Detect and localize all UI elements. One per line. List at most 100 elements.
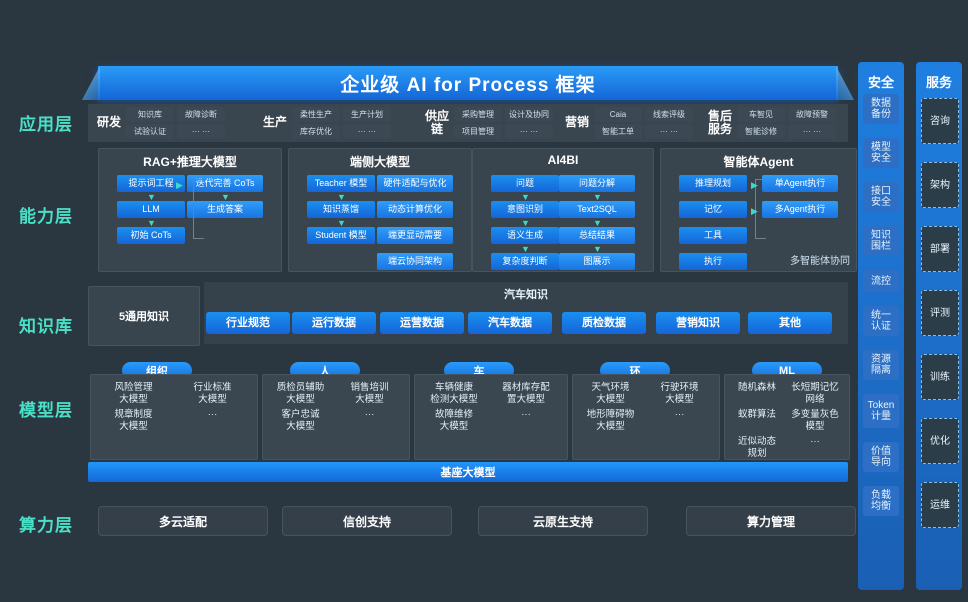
model-item: ··· — [364, 409, 375, 420]
application-cell-column: 柔性生产 库存优化 — [292, 107, 340, 139]
base-model-bar: 基座大模型 — [88, 462, 848, 482]
service-item[interactable]: 咨询 — [921, 98, 959, 144]
security-item[interactable]: 负载 均衡 — [863, 486, 899, 516]
service-column-header: 服务 — [925, 75, 952, 90]
service-item[interactable]: 部署 — [921, 226, 959, 272]
model-item: 长短期记忆 网络 — [791, 382, 839, 405]
model-item: 质检员辅助 大模型 — [276, 382, 325, 405]
application-cells: 知识库 试验认证 故障诊断 ··· ··· — [126, 107, 225, 139]
application-cells: Caia 智能工单 线索评级 ··· ··· — [594, 107, 693, 139]
security-item[interactable]: 资源 隔离 — [863, 350, 899, 380]
security-item[interactable]: Token 计量 — [863, 394, 899, 428]
capability-node: 端云协同架构 — [377, 253, 453, 270]
application-cell: 智能工单 — [594, 124, 642, 139]
application-cells: 车智见 智能诊修 故障预警 ··· ··· — [737, 107, 836, 139]
capability-card-title: 智能体Agent — [723, 155, 794, 169]
application-group: 供应链采购管理 项目管理 设计及协同 ··· ··· — [420, 104, 553, 142]
capability-node: 工具 — [679, 227, 747, 244]
service-item[interactable]: 运维 — [921, 482, 959, 528]
service-item[interactable]: 评测 — [921, 290, 959, 336]
application-cell: Caia — [594, 107, 642, 122]
flow-arrow-down-icon: ▼ — [521, 218, 530, 228]
capability-node: 复杂度判断 — [491, 253, 559, 270]
application-group: 营销 Caia 智能工单 线索评级 ··· ··· — [560, 104, 693, 142]
model-item: 随机森林 — [737, 382, 776, 393]
application-cell: ··· ··· — [505, 124, 553, 139]
application-cells: 柔性生产库存优化 生产计划 ··· ··· — [292, 107, 391, 139]
security-item[interactable]: 数据 备份 — [863, 94, 899, 124]
knowledge-chip: 质检数据 — [562, 312, 646, 334]
capability-node: 总结结果 — [559, 227, 635, 244]
application-cell: 线索评级 — [645, 107, 693, 122]
capability-node: 初始 CoTs — [117, 227, 185, 244]
model-item: 近似动态 规划 — [737, 436, 776, 459]
application-cell-column: 设计及协同 ··· ··· — [505, 107, 553, 139]
knowledge-chip: 其他 — [748, 312, 832, 334]
capability-node: 问题分解 — [559, 175, 635, 192]
model-item: 地形障碍物 大模型 — [586, 409, 635, 432]
flow-arrow-down-icon: ▼ — [337, 192, 346, 202]
capability-node: 多Agent执行 — [762, 201, 838, 218]
application-cell: 智能诊修 — [737, 124, 785, 139]
security-item[interactable]: 接口 安全 — [863, 182, 899, 212]
application-group-name: 供应链 — [424, 108, 449, 136]
capability-card: 智能体Agent 推理规划 记忆 工具 执行 单Agent执行 多Agent执行 ▶ ▶ 多智能体… — [660, 148, 857, 272]
capability-node: 知识蒸馏 — [307, 201, 375, 218]
application-cell-column: Caia 智能工单 — [594, 107, 642, 139]
capability-card-title: 端侧大模型 — [349, 155, 410, 169]
flow-arrow-down-icon: ▼ — [593, 192, 602, 202]
model-item: 蚁群算法 — [737, 409, 776, 420]
model-item: ··· — [810, 436, 820, 447]
capability-node: Student 模型 — [307, 227, 375, 244]
flow-arrow-right-icon: ▶ — [176, 180, 183, 190]
security-item[interactable]: 模型 安全 — [863, 138, 899, 168]
layer-label-application: 应用层 — [19, 115, 73, 134]
model-item: ··· — [521, 409, 531, 420]
capability-node: 问题 — [491, 175, 559, 192]
capability-node: 执行 — [679, 253, 747, 270]
capability-node: 硬件适配与优化 — [377, 175, 453, 192]
model-item: ··· — [207, 409, 218, 420]
security-item[interactable]: 知识 围栏 — [863, 226, 899, 256]
model-group-box — [90, 374, 258, 460]
capability-node: 记忆 — [679, 201, 747, 218]
compute-chip: 多云适配 — [98, 506, 268, 536]
security-column: 安全 数据 备份 模型 安全 接口 安全 知识 围栏 流控 统一 认证 资源 隔离 Token 计量 价值 导向… — [858, 62, 904, 590]
model-group-box — [572, 374, 720, 460]
capability-connector — [193, 179, 204, 239]
service-item[interactable]: 优化 — [921, 418, 959, 464]
flow-arrow-right-icon: ▶ — [751, 180, 758, 190]
compute-chip: 算力管理 — [686, 506, 856, 536]
model-group-box — [724, 374, 850, 460]
model-item: 多变量灰色 模型 — [791, 409, 839, 432]
application-cell: 柔性生产 — [292, 107, 340, 122]
capability-card: RAG+推理大模型 提示词工程 ▼ LLM ▼ 初始 CoTs 迭代完善 CoTs ▼ 生成答案… — [98, 148, 282, 272]
application-cell: 试验认证 — [126, 124, 174, 139]
flow-arrow-down-icon: ▼ — [593, 218, 602, 228]
application-cell: 生产计划 — [343, 107, 391, 122]
security-item[interactable]: 价值 导向 — [863, 442, 899, 472]
layer-label-knowledge: 知识库 — [19, 317, 73, 336]
capability-node: 迭代完善 CoTs — [187, 175, 263, 192]
application-cell: ··· ··· — [343, 124, 391, 139]
service-item[interactable]: 架构 — [921, 162, 959, 208]
application-cell-column: 故障诊断 ··· ··· — [177, 107, 225, 139]
security-item[interactable]: 流控 — [863, 270, 899, 292]
capability-node: 提示词工程 — [117, 175, 185, 192]
layer-label-model: 模型层 — [19, 401, 73, 420]
capability-footnote: 多智能体协同 — [790, 256, 850, 267]
compute-chip: 信创支持 — [282, 506, 452, 536]
model-item: 客户忠诚 大模型 — [281, 409, 320, 432]
model-item: 行驶环境 大模型 — [660, 382, 699, 405]
service-item[interactable]: 训练 — [921, 354, 959, 400]
flow-arrow-right-icon: ▶ — [751, 206, 758, 216]
capability-node: Teacher 模型 — [307, 175, 375, 192]
application-cell: 库存优化 — [292, 124, 340, 139]
model-item: ··· — [674, 409, 685, 420]
security-item[interactable]: 统一 认证 — [863, 306, 899, 336]
capability-node: Text2SQL — [559, 201, 635, 218]
application-cell-column: 生产计划 ··· ··· — [343, 107, 391, 139]
model-item: 车辆健康 检测大模型 — [430, 382, 478, 405]
compute-chip: 云原生支持 — [478, 506, 648, 536]
